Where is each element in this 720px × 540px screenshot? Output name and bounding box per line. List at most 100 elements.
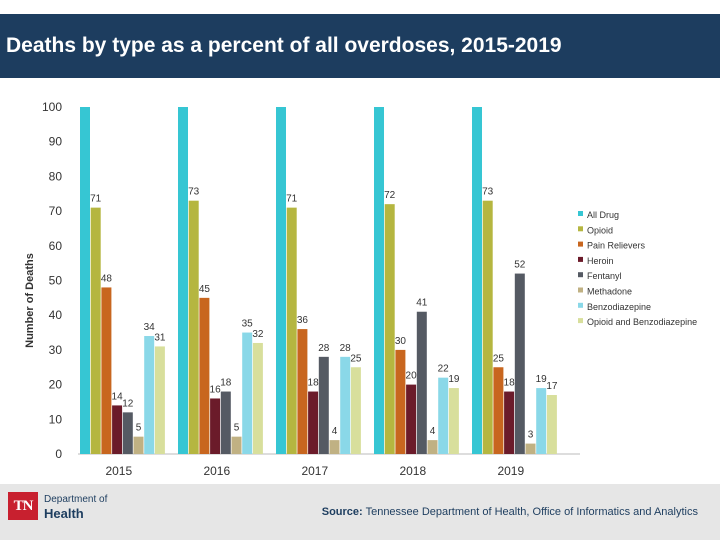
x-tick-label: 2017 — [301, 464, 328, 478]
legend-swatch — [578, 226, 583, 232]
legend-label: Opioid — [587, 225, 613, 235]
data-label: 71 — [286, 194, 298, 205]
y-tick-label: 0 — [55, 447, 62, 461]
bar — [395, 349, 406, 454]
y-tick-label: 10 — [49, 412, 63, 426]
page-title: Deaths by type as a percent of all overd… — [0, 14, 720, 78]
bar — [472, 107, 482, 454]
y-tick-label: 20 — [49, 378, 63, 392]
bar — [80, 107, 90, 454]
data-label: 73 — [188, 187, 200, 198]
legend-label: Methadone — [587, 287, 632, 297]
data-label: 20 — [406, 371, 418, 382]
data-label: 32 — [252, 329, 264, 340]
data-label: 71 — [90, 194, 102, 205]
legend-swatch — [578, 318, 583, 324]
data-label: 25 — [350, 353, 362, 364]
data-label: 18 — [220, 378, 232, 389]
legend-swatch — [578, 211, 583, 216]
legend-swatch — [578, 272, 583, 278]
bar — [286, 207, 297, 454]
bar — [199, 297, 210, 454]
bar — [308, 391, 319, 454]
bar — [427, 440, 438, 454]
y-tick-label: 90 — [49, 135, 63, 149]
bar — [482, 200, 493, 454]
data-label: 18 — [308, 378, 320, 389]
y-tick-label: 60 — [49, 239, 63, 253]
bar — [504, 391, 515, 454]
bar — [178, 107, 188, 454]
bar — [329, 440, 340, 454]
data-label: 18 — [504, 378, 516, 389]
data-label: 48 — [101, 273, 113, 284]
bar — [374, 107, 384, 454]
data-label: 4 — [332, 426, 338, 437]
bar — [154, 346, 165, 454]
bar — [133, 436, 144, 454]
bar — [406, 384, 417, 454]
data-label: 41 — [416, 298, 428, 309]
y-tick-label: 40 — [49, 308, 63, 322]
source-text: Tennessee Department of Health, Office o… — [365, 506, 698, 518]
bar — [493, 367, 504, 454]
bar — [350, 367, 361, 454]
footer: TN Department of Health Source: Tennesse… — [0, 484, 720, 540]
data-label: 19 — [536, 374, 548, 385]
x-tick-label: 2019 — [497, 464, 524, 478]
logo-mark: TN — [13, 497, 34, 514]
data-label: 28 — [340, 343, 352, 354]
legend-swatch — [578, 287, 583, 293]
y-tick-label: 50 — [49, 274, 63, 288]
legend-swatch — [578, 302, 583, 308]
legend-label: Fentanyl — [587, 271, 622, 281]
data-label: 34 — [144, 322, 156, 333]
x-tick-label: 2016 — [203, 464, 230, 478]
data-label: 25 — [493, 353, 505, 364]
data-label: 12 — [122, 398, 134, 409]
legend-label: Pain Relievers — [587, 241, 646, 251]
bar — [297, 329, 308, 454]
data-label: 17 — [546, 381, 558, 392]
bar — [318, 356, 329, 454]
bar — [340, 356, 351, 454]
logo-dept: Department of — [44, 494, 108, 505]
data-label: 28 — [318, 343, 330, 354]
data-label: 16 — [210, 384, 222, 395]
bar — [188, 200, 199, 454]
x-tick-label: 2015 — [105, 464, 132, 478]
legend-label: All Drug — [587, 210, 619, 220]
bar — [220, 391, 231, 454]
y-axis-title: Number of Deaths — [24, 253, 36, 348]
data-label: 35 — [242, 319, 254, 330]
bar — [101, 287, 112, 454]
title-text: Deaths by type as a percent of all overd… — [6, 34, 562, 57]
bar — [536, 388, 547, 454]
data-label: 14 — [112, 391, 124, 402]
legend-label: Opioid and Benzodiazepine — [587, 317, 697, 327]
legend-swatch — [578, 241, 583, 247]
data-label: 3 — [528, 430, 534, 441]
data-label: 36 — [297, 315, 309, 326]
data-label: 73 — [482, 187, 494, 198]
y-tick-label: 80 — [49, 169, 63, 183]
bar — [448, 388, 459, 454]
y-tick-label: 70 — [49, 204, 63, 218]
bar — [144, 336, 155, 454]
bar — [438, 377, 449, 454]
data-label: 5 — [234, 423, 240, 434]
bar — [122, 412, 133, 454]
data-label: 30 — [395, 336, 407, 347]
bar — [276, 107, 286, 454]
y-tick-label: 30 — [49, 343, 63, 357]
data-label: 45 — [199, 284, 211, 295]
data-label: 4 — [430, 426, 436, 437]
bar — [231, 436, 242, 454]
data-label: 5 — [136, 423, 142, 434]
x-tick-label: 2018 — [399, 464, 426, 478]
legend-swatch — [578, 256, 583, 262]
data-label: 52 — [514, 260, 526, 271]
data-label: 72 — [384, 190, 396, 201]
bar — [514, 273, 525, 454]
data-label: 22 — [438, 364, 450, 375]
